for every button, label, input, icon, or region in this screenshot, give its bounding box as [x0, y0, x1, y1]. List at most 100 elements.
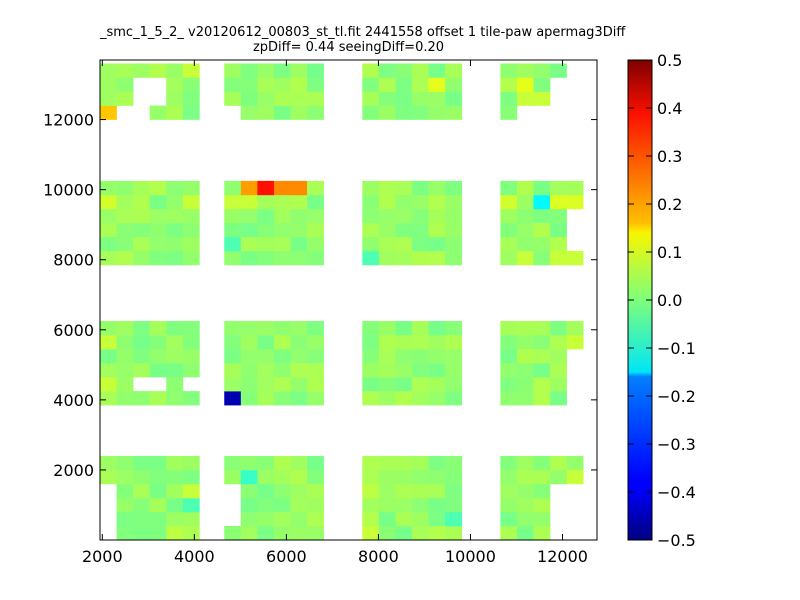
heatmap-cell — [516, 525, 534, 541]
colorbar-tick-label: 0.5 — [657, 51, 682, 70]
heatmap-cell — [100, 321, 117, 336]
heatmap-cell — [533, 349, 551, 364]
x-tick-label: 12000 — [537, 547, 588, 566]
heatmap-cell — [273, 91, 291, 106]
heatmap-cell — [166, 483, 184, 499]
heatmap-cell — [149, 194, 167, 210]
heatmap-cell — [500, 105, 518, 120]
heatmap-cell — [428, 377, 446, 392]
heatmap-cell — [516, 469, 534, 485]
heatmap-cell — [166, 208, 184, 224]
heatmap-cell — [395, 483, 413, 499]
heatmap-cell — [445, 63, 463, 78]
heatmap-cell — [273, 455, 291, 471]
heatmap-cell — [133, 391, 150, 406]
heatmap-cell — [273, 222, 291, 238]
heatmap-cell — [362, 483, 380, 499]
heatmap-cell — [500, 194, 518, 210]
heatmap-cell — [116, 511, 134, 527]
heatmap-cell — [378, 208, 396, 224]
heatmap-cell — [224, 91, 242, 106]
heatmap-cell — [116, 525, 134, 541]
heatmap-cell — [273, 525, 291, 541]
heatmap-cell — [378, 63, 396, 78]
heatmap-cell — [290, 377, 308, 392]
heatmap-cell — [445, 497, 463, 513]
heatmap-cell — [533, 391, 551, 406]
heatmap-cell — [290, 497, 308, 513]
y-tick-label: 12000 — [43, 111, 94, 130]
heatmap-cell — [224, 469, 242, 485]
heatmap-cell — [307, 349, 324, 364]
colorbar-tick-label: −0.1 — [657, 339, 696, 358]
heatmap-cell — [516, 180, 534, 196]
heatmap-cell — [412, 391, 429, 406]
heatmap-cell — [395, 236, 413, 252]
heatmap-cell — [149, 208, 167, 224]
heatmap-cell — [516, 222, 534, 238]
heatmap-cell — [395, 377, 413, 392]
heatmap-cell — [257, 236, 275, 252]
heatmap-cell — [273, 377, 291, 392]
heatmap-cell — [224, 377, 242, 392]
heatmap-cell — [307, 77, 324, 92]
heatmap-cell — [428, 250, 446, 266]
heatmap-cell — [224, 335, 242, 350]
heatmap-cell — [550, 469, 567, 485]
heatmap-cell — [533, 483, 551, 499]
heatmap-cell — [182, 483, 200, 499]
heatmap-cell — [550, 63, 567, 78]
heatmap-cell — [362, 77, 380, 92]
heatmap-cell — [412, 377, 429, 392]
heatmap-cell — [500, 525, 518, 541]
chart-title-line1: _smc_1_5_2_ v20120612_00803_st_tl.fit 24… — [100, 25, 626, 40]
heatmap-cell — [100, 105, 117, 120]
heatmap-cell — [516, 91, 534, 106]
heatmap-cell — [273, 497, 291, 513]
heatmap-cell — [428, 391, 446, 406]
heatmap-cell — [428, 497, 446, 513]
heatmap-cell — [307, 250, 324, 266]
heatmap-cell — [566, 321, 584, 336]
heatmap-cell — [412, 208, 429, 224]
heatmap-cell — [257, 349, 275, 364]
heatmap-cell — [240, 208, 258, 224]
heatmap-cell — [149, 236, 167, 252]
heatmap-cell — [273, 483, 291, 499]
heatmap-cell — [100, 194, 117, 210]
heatmap-cell — [428, 511, 446, 527]
heatmap-cell — [550, 349, 567, 364]
heatmap-cell — [133, 483, 150, 499]
heatmap-cell — [362, 250, 380, 266]
heatmap-cell — [307, 222, 324, 238]
heatmap-cell — [257, 77, 275, 92]
heatmap-cell — [116, 363, 134, 378]
heatmap-cell — [240, 63, 258, 78]
heatmap-cell — [428, 180, 446, 196]
colorbar-tick-label: 0.3 — [657, 147, 682, 166]
heatmap-cell — [533, 180, 551, 196]
heatmap-cell — [224, 222, 242, 238]
heatmap-cell — [224, 363, 242, 378]
heatmap-cell — [100, 236, 117, 252]
heatmap-cell — [149, 105, 167, 120]
x-tick-label: 10000 — [445, 547, 496, 566]
heatmap-cell — [257, 391, 275, 406]
heatmap-cell — [516, 455, 534, 471]
heatmap-cell — [166, 236, 184, 252]
heatmap-cell — [290, 455, 308, 471]
heatmap-cell — [273, 511, 291, 527]
heatmap-cell — [240, 335, 258, 350]
heatmap-cell — [257, 208, 275, 224]
heatmap-cell — [445, 363, 463, 378]
heatmap-cell — [290, 391, 308, 406]
y-tick-label: 6000 — [53, 321, 94, 340]
heatmap-cell — [533, 321, 551, 336]
heatmap-cell — [307, 194, 324, 210]
heatmap-cell — [307, 511, 324, 527]
heatmap-cell — [412, 77, 429, 92]
heatmap-cell — [428, 222, 446, 238]
heatmap-cell — [533, 455, 551, 471]
heatmap-cell — [445, 105, 463, 120]
heatmap-cell — [166, 321, 184, 336]
